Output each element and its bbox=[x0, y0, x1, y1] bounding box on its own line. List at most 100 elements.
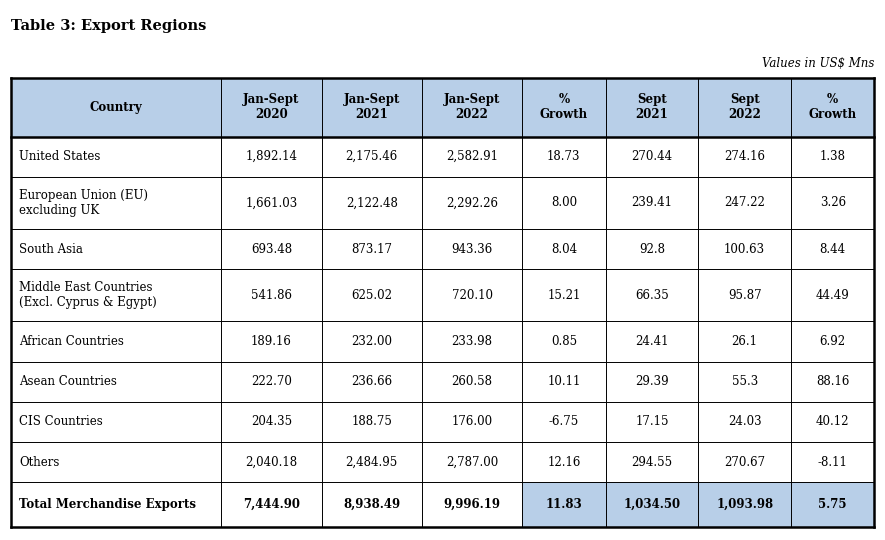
Text: Sept
2021: Sept 2021 bbox=[635, 93, 668, 122]
Bar bbox=[11, 442, 221, 482]
Bar bbox=[11, 362, 221, 402]
Bar bbox=[522, 269, 605, 321]
Bar bbox=[11, 137, 221, 177]
Bar bbox=[321, 137, 422, 177]
Text: 10.11: 10.11 bbox=[547, 375, 581, 388]
Bar bbox=[522, 442, 605, 482]
Text: 233.98: 233.98 bbox=[451, 335, 493, 348]
Bar bbox=[11, 78, 221, 137]
Bar bbox=[791, 177, 874, 229]
Text: 5.75: 5.75 bbox=[819, 498, 847, 511]
Text: 232.00: 232.00 bbox=[351, 335, 392, 348]
Bar bbox=[11, 482, 221, 526]
Text: 239.41: 239.41 bbox=[631, 197, 673, 210]
Bar bbox=[522, 177, 605, 229]
Bar bbox=[422, 269, 522, 321]
Bar bbox=[321, 321, 422, 362]
Text: African Countries: African Countries bbox=[19, 335, 125, 348]
Text: Jan-Sept
2020: Jan-Sept 2020 bbox=[243, 93, 300, 122]
Bar bbox=[791, 362, 874, 402]
Text: South Asia: South Asia bbox=[19, 242, 83, 255]
Text: 24.41: 24.41 bbox=[635, 335, 669, 348]
Text: 24.03: 24.03 bbox=[727, 415, 761, 428]
Text: 2,175.46: 2,175.46 bbox=[346, 150, 398, 163]
Bar bbox=[522, 402, 605, 442]
Text: 2,122.48: 2,122.48 bbox=[346, 197, 397, 210]
Bar bbox=[522, 482, 605, 526]
Bar bbox=[791, 321, 874, 362]
Text: 1.38: 1.38 bbox=[820, 150, 846, 163]
Bar bbox=[522, 321, 605, 362]
Bar bbox=[221, 402, 321, 442]
Text: 2,484.95: 2,484.95 bbox=[346, 456, 398, 469]
Text: CIS Countries: CIS Countries bbox=[19, 415, 104, 428]
Text: 18.73: 18.73 bbox=[547, 150, 581, 163]
Text: 7,444.90: 7,444.90 bbox=[243, 498, 300, 511]
Bar bbox=[605, 362, 698, 402]
Text: Total Merchandise Exports: Total Merchandise Exports bbox=[19, 498, 196, 511]
Text: 100.63: 100.63 bbox=[724, 242, 766, 255]
Text: 44.49: 44.49 bbox=[816, 289, 850, 302]
Bar bbox=[522, 229, 605, 269]
Text: 55.3: 55.3 bbox=[732, 375, 758, 388]
Text: 1,661.03: 1,661.03 bbox=[245, 197, 297, 210]
Text: 222.70: 222.70 bbox=[251, 375, 292, 388]
Bar bbox=[221, 442, 321, 482]
Bar bbox=[698, 78, 791, 137]
Text: 1,034.50: 1,034.50 bbox=[623, 498, 681, 511]
Text: 176.00: 176.00 bbox=[451, 415, 493, 428]
Bar bbox=[698, 229, 791, 269]
Text: United States: United States bbox=[19, 150, 101, 163]
Bar bbox=[605, 482, 698, 526]
Text: 0.85: 0.85 bbox=[550, 335, 577, 348]
Text: 15.21: 15.21 bbox=[547, 289, 581, 302]
Text: 92.8: 92.8 bbox=[639, 242, 665, 255]
Text: 8.04: 8.04 bbox=[550, 242, 577, 255]
Text: 2,787.00: 2,787.00 bbox=[446, 456, 498, 469]
Text: 943.36: 943.36 bbox=[451, 242, 493, 255]
Bar bbox=[422, 137, 522, 177]
Text: Asean Countries: Asean Countries bbox=[19, 375, 118, 388]
Text: 95.87: 95.87 bbox=[727, 289, 761, 302]
Text: %
Growth: % Growth bbox=[809, 93, 857, 122]
Bar bbox=[321, 482, 422, 526]
Bar bbox=[321, 402, 422, 442]
Text: 236.66: 236.66 bbox=[351, 375, 392, 388]
Bar bbox=[605, 321, 698, 362]
Bar bbox=[422, 229, 522, 269]
Text: 29.39: 29.39 bbox=[635, 375, 669, 388]
Bar bbox=[605, 269, 698, 321]
Text: 204.35: 204.35 bbox=[251, 415, 292, 428]
Text: Middle East Countries
(Excl. Cyprus & Egypt): Middle East Countries (Excl. Cyprus & Eg… bbox=[19, 281, 158, 309]
Text: European Union (EU)
excluding UK: European Union (EU) excluding UK bbox=[19, 189, 149, 217]
Bar bbox=[221, 362, 321, 402]
Text: 66.35: 66.35 bbox=[635, 289, 669, 302]
Text: 189.16: 189.16 bbox=[251, 335, 292, 348]
Bar bbox=[422, 321, 522, 362]
Bar bbox=[422, 177, 522, 229]
Bar bbox=[11, 402, 221, 442]
Bar bbox=[422, 482, 522, 526]
Bar bbox=[791, 229, 874, 269]
Text: 541.86: 541.86 bbox=[251, 289, 292, 302]
Text: 270.44: 270.44 bbox=[631, 150, 673, 163]
Text: 17.15: 17.15 bbox=[635, 415, 669, 428]
Bar bbox=[791, 137, 874, 177]
Bar bbox=[605, 177, 698, 229]
Text: 9,996.19: 9,996.19 bbox=[443, 498, 501, 511]
Bar bbox=[321, 442, 422, 482]
Bar bbox=[791, 78, 874, 137]
Text: Values in US$ Mns: Values in US$ Mns bbox=[762, 57, 874, 70]
Text: 6.92: 6.92 bbox=[820, 335, 846, 348]
Bar bbox=[698, 482, 791, 526]
Bar bbox=[698, 442, 791, 482]
Bar bbox=[791, 482, 874, 526]
Text: 1,892.14: 1,892.14 bbox=[245, 150, 297, 163]
Text: 11.83: 11.83 bbox=[545, 498, 582, 511]
Bar bbox=[321, 229, 422, 269]
Bar bbox=[698, 321, 791, 362]
Text: 270.67: 270.67 bbox=[724, 456, 766, 469]
Text: Table 3: Export Regions: Table 3: Export Regions bbox=[11, 19, 206, 33]
Bar bbox=[422, 78, 522, 137]
Bar bbox=[698, 137, 791, 177]
